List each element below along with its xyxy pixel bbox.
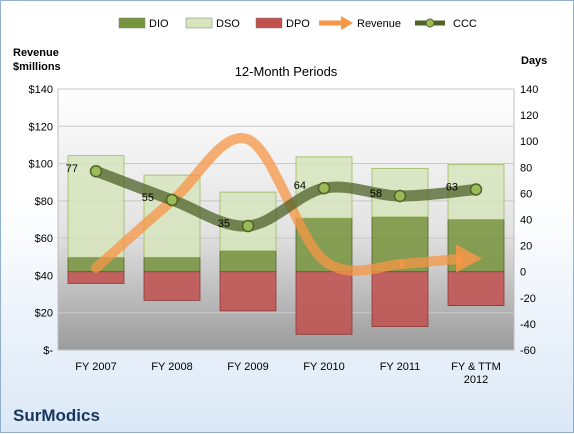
bar-dpo <box>143 271 201 301</box>
legend-label-ccc: CCC <box>453 18 477 30</box>
revenue-arrow-head <box>456 244 482 273</box>
right-tick-label: -40 <box>520 319 536 331</box>
ccc-point <box>89 164 103 178</box>
right-tick-label: 60 <box>520 188 532 200</box>
ccc-data-label: 64 <box>294 180 306 192</box>
ccc-point <box>393 189 407 203</box>
left-axis-label-unit: $millions <box>13 61 61 73</box>
left-tick-label: $140 <box>29 84 53 96</box>
right-tick-label: -60 <box>520 345 536 357</box>
right-axis-label: Days <box>521 55 547 67</box>
legend-label-dpo: DPO <box>286 18 310 30</box>
category-label: FY 2010 <box>303 361 344 373</box>
bar-dpo <box>447 271 505 307</box>
bar-dpo <box>67 271 125 284</box>
legend-label-revenue: Revenue <box>357 18 401 30</box>
ccc-data-label: 77 <box>66 163 78 175</box>
ccc-data-label: 63 <box>446 181 458 193</box>
legend-swatch-dpo <box>255 17 283 29</box>
legend-label-dso: DSO <box>216 18 240 30</box>
left-tick-label: $- <box>43 345 53 357</box>
category-label: FY 2007 <box>75 361 116 373</box>
revenue-line <box>91 133 405 276</box>
bar-dpo <box>371 271 429 327</box>
legend-arrow-revenue <box>341 16 353 30</box>
company-name: SurModics <box>13 406 100 425</box>
left-tick-label: $40 <box>35 270 53 282</box>
ccc-data-label: 55 <box>142 192 154 204</box>
category-label: 2012 <box>464 374 488 386</box>
category-label: FY 2008 <box>151 361 192 373</box>
ccc-data-label: 35 <box>218 218 230 230</box>
right-tick-label: 120 <box>520 110 538 122</box>
ccc-point <box>317 181 331 195</box>
ccc-point <box>165 193 179 207</box>
right-tick-label: 100 <box>520 136 538 148</box>
right-tick-label: 140 <box>520 84 538 96</box>
chart-title: 12-Month Periods <box>235 64 338 79</box>
ccc-data-label: 58 <box>370 188 382 200</box>
legend-swatch-dio <box>118 17 146 29</box>
category-label: FY & TTM <box>451 361 501 373</box>
bar-dpo <box>219 271 277 312</box>
legend-label-dio: DIO <box>149 18 169 30</box>
revenue-arrow-shaft <box>399 253 463 270</box>
legend-marker-ccc <box>425 18 435 28</box>
right-tick-label: 0 <box>520 267 526 279</box>
left-tick-label: $20 <box>35 308 53 320</box>
ccc-point <box>241 219 255 233</box>
bar-dio <box>143 256 201 273</box>
left-tick-label: $120 <box>29 121 53 133</box>
left-axis-label: Revenue <box>13 47 59 59</box>
plot-area <box>57 88 515 351</box>
bar-dpo <box>295 271 353 335</box>
legend-swatch-dso <box>185 17 213 29</box>
bar-dio <box>219 250 277 273</box>
left-tick-label: $80 <box>35 196 53 208</box>
right-tick-label: 40 <box>520 215 532 227</box>
ccc-point <box>469 183 483 196</box>
right-tick-label: 80 <box>520 162 532 174</box>
left-tick-label: $100 <box>29 159 53 171</box>
left-tick-label: $60 <box>35 233 53 245</box>
right-tick-label: 20 <box>520 241 532 253</box>
category-label: FY 2011 <box>380 361 421 373</box>
category-label: FY 2009 <box>227 361 268 373</box>
right-tick-label: -20 <box>520 293 536 305</box>
